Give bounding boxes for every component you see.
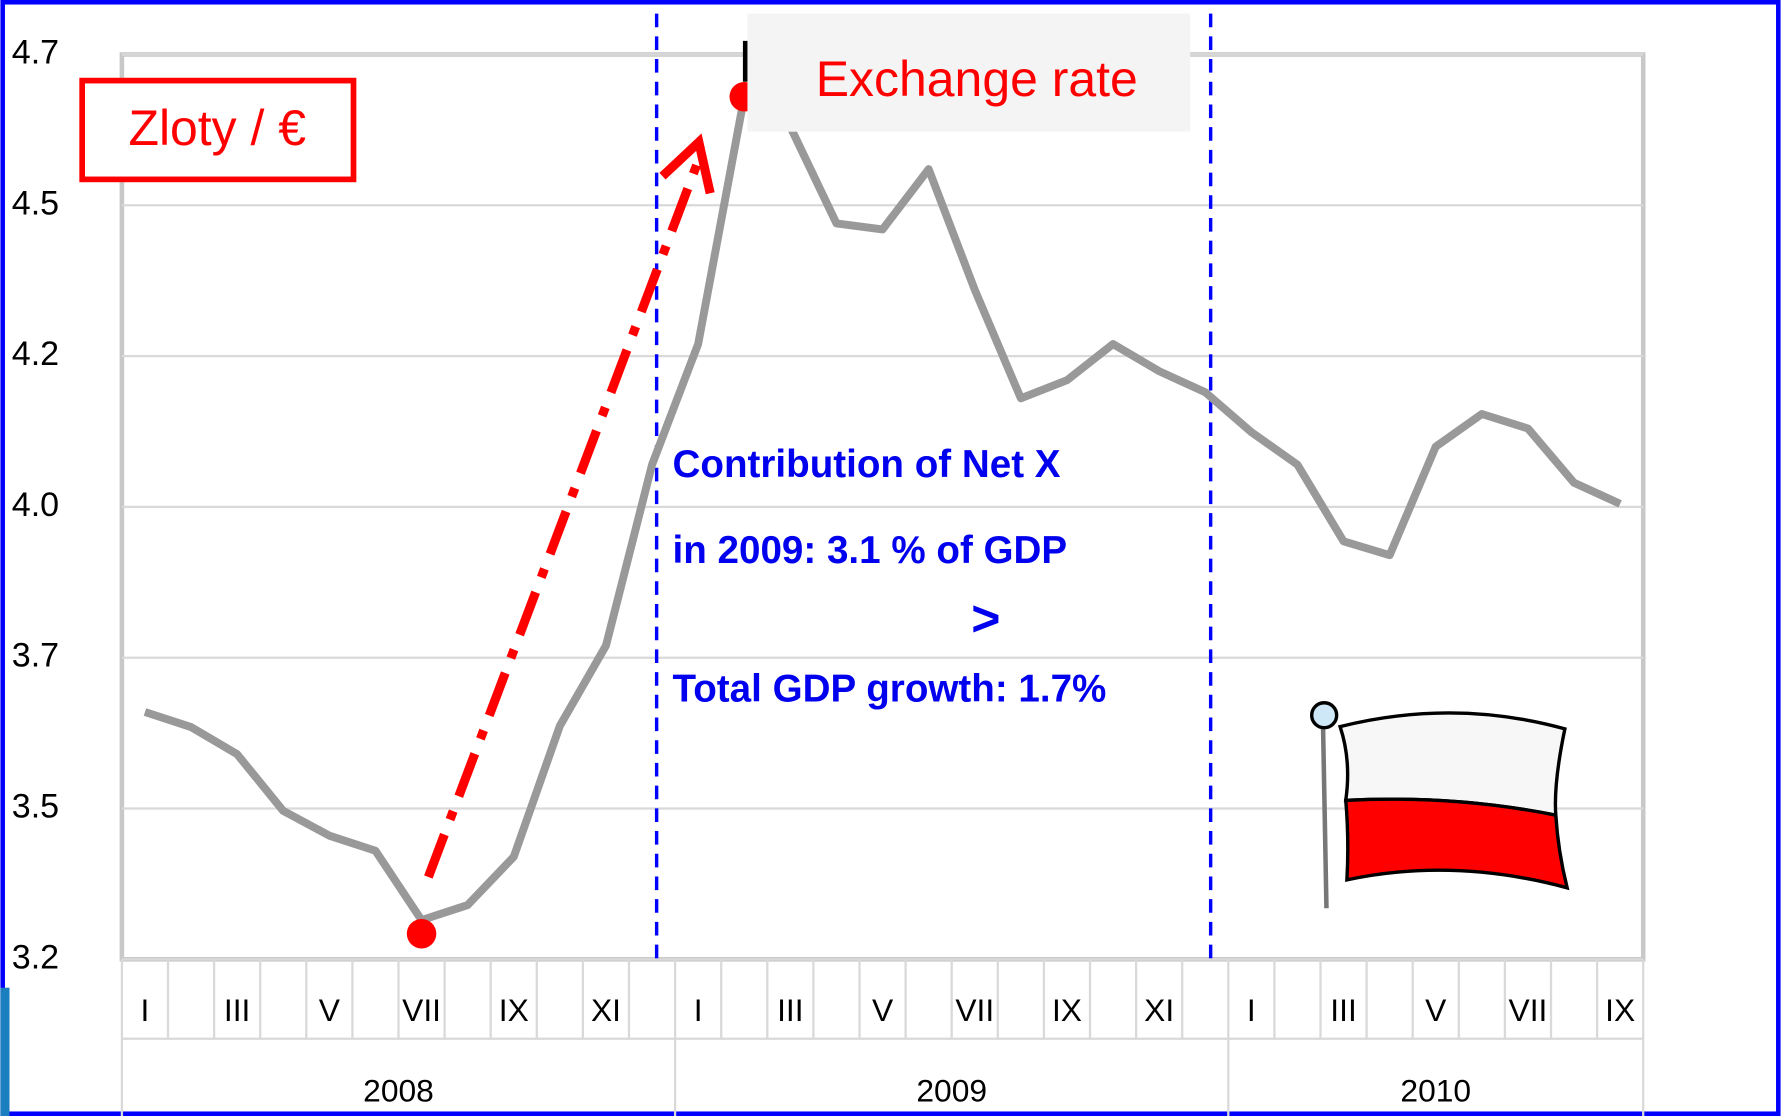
y-tick-label: 4.7 xyxy=(12,33,59,71)
x-tick-label: I xyxy=(141,992,150,1028)
x-tick-label: VII xyxy=(402,992,441,1028)
x-tick-label: XI xyxy=(591,992,621,1028)
y-tick-label: 4.0 xyxy=(12,486,59,524)
flag xyxy=(1312,703,1567,908)
x-tick-label: V xyxy=(872,992,894,1028)
x-tick-label: I xyxy=(1247,992,1256,1028)
year-label: 2009 xyxy=(916,1073,987,1109)
x-tick-label: I xyxy=(694,992,703,1028)
unit-label: Zloty / € xyxy=(128,100,306,156)
y-tick-label: 4.2 xyxy=(12,335,59,373)
annotation: in 2009: 3.1 % of GDP xyxy=(673,529,1068,572)
x-tick-label: VII xyxy=(1509,992,1548,1028)
x-tick-label: IX xyxy=(499,992,529,1028)
annotation: Total GDP growth: 1.7% xyxy=(673,668,1107,711)
x-tick-label: VII xyxy=(955,992,994,1028)
page: {"chart_data": { "type": "line", "catego… xyxy=(0,0,1781,1116)
x-tick-label: XI xyxy=(1144,992,1174,1028)
year-label: 2010 xyxy=(1400,1073,1471,1109)
annotation: > xyxy=(971,590,1000,646)
x-tick-label: V xyxy=(319,992,341,1028)
y-tick-label: 3.5 xyxy=(12,788,59,826)
y-tick-label: 3.2 xyxy=(12,938,59,976)
y-tick-label: 3.7 xyxy=(12,637,59,675)
x-tick-label: V xyxy=(1425,992,1447,1028)
x-tick-label: IX xyxy=(1052,992,1082,1028)
y-tick-label: 4.5 xyxy=(12,184,59,222)
x-tick-label: III xyxy=(777,992,803,1028)
annotation: Contribution of Net X xyxy=(673,443,1061,486)
chart: 3.23.53.74.04.24.54.7IIIIVVIIIXXIIIIIVVI… xyxy=(0,0,1781,1116)
highlight-point xyxy=(407,919,437,949)
edge-strip xyxy=(0,988,9,1116)
arrow-head xyxy=(663,142,711,193)
series-label: Exchange rate xyxy=(816,51,1138,107)
x-tick-label: III xyxy=(224,992,250,1028)
x-tick-label: III xyxy=(1330,992,1356,1028)
year-label: 2008 xyxy=(363,1073,434,1109)
x-tick-label: IX xyxy=(1605,992,1635,1028)
